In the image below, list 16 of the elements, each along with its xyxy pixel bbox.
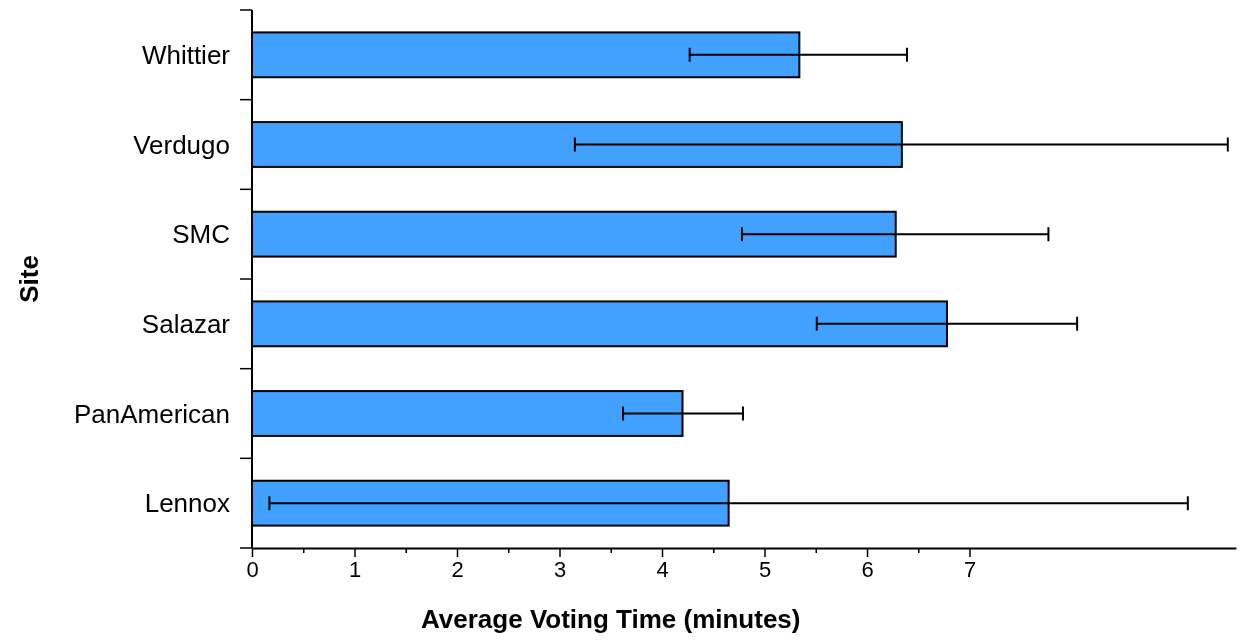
y-tick-label: Salazar xyxy=(141,308,231,339)
x-tick-label: 1 xyxy=(348,556,362,582)
y-tick-label: PanAmerican xyxy=(73,398,230,429)
y-axis-title: Site xyxy=(14,255,44,303)
x-tick-label: 7 xyxy=(963,556,977,582)
x-axis-title: Average Voting Time (minutes) xyxy=(421,604,801,634)
x-tick-label: 2 xyxy=(451,556,464,582)
y-tick-label: Lennox xyxy=(144,488,230,519)
y-tick-label: Verdugo xyxy=(133,129,230,160)
x-tick-label: 4 xyxy=(656,556,669,582)
y-tick-label: Whittier xyxy=(141,39,231,70)
x-tick-label: 0 xyxy=(246,556,259,582)
x-tick-label: 5 xyxy=(758,556,772,582)
x-tick-label: 6 xyxy=(861,556,874,582)
y-tick-label: SMC xyxy=(172,219,230,250)
x-tick-label: 3 xyxy=(553,556,567,582)
